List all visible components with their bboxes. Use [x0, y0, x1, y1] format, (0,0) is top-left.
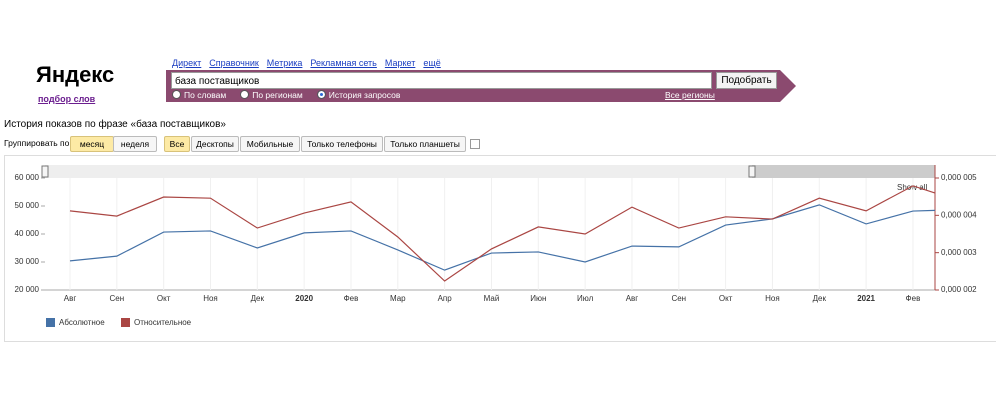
x-tick-label: Окт — [157, 294, 171, 303]
x-tick-label: Сен — [671, 294, 686, 303]
device-button[interactable]: Все — [164, 136, 190, 152]
x-tick-label: Авг — [626, 294, 639, 303]
legend-label: Относительное — [134, 318, 192, 327]
search-input[interactable]: база поставщиков — [171, 72, 712, 89]
x-tick-label: Ноя — [203, 294, 218, 303]
heading: История показов по фразе «база поставщик… — [4, 119, 226, 130]
plot — [69, 185, 935, 282]
radio[interactable] — [240, 90, 250, 99]
x-tick-label: Авг — [64, 294, 77, 303]
group-label: Группировать по: — [4, 138, 72, 148]
x-tick-label: 2021 — [857, 294, 875, 303]
chart-frame — [4, 155, 996, 342]
y-tick-label: 50 000 — [15, 201, 40, 210]
radio[interactable] — [172, 90, 181, 99]
x-tick-label: Фев — [344, 294, 359, 303]
x-tick-label: Июн — [530, 294, 546, 303]
series-line — [69, 185, 935, 282]
regions[interactable]: Все регионы — [665, 90, 715, 100]
show-all[interactable]: Show all — [897, 183, 927, 192]
device-button[interactable]: Только планшеты — [384, 136, 466, 152]
legend-swatch — [46, 318, 55, 327]
navigator — [45, 165, 935, 178]
x-tick-label: Апр — [438, 294, 453, 303]
period-button[interactable]: неделя — [113, 136, 157, 152]
x-tick-label: Сен — [110, 294, 125, 303]
top-links: Директ Справочник Метрика Рекламная сеть Мар… — [172, 53, 449, 71]
x-tick-label: Дек — [251, 294, 265, 303]
legend-label: Абсолютное — [59, 318, 105, 327]
y2-tick-label: 0,000 002 — [941, 285, 977, 294]
top-link[interactable]: Директ — [172, 58, 202, 68]
mode[interactable]: По словам — [172, 90, 226, 100]
y-tick-label: 60 000 — [15, 173, 40, 182]
x-tick-label: Ноя — [765, 294, 780, 303]
y-tick-label: 20 000 — [15, 285, 40, 294]
nav-handle[interactable] — [748, 165, 756, 178]
x-tick-label: Май — [484, 294, 500, 303]
x-tick-label: Фев — [906, 294, 921, 303]
y2-tick-label: 0,000 003 — [941, 248, 977, 257]
x-tick-label: Июл — [577, 294, 594, 303]
search-button[interactable]: Подобрать — [716, 72, 777, 89]
top-link[interactable]: Маркет — [384, 58, 416, 68]
top-link[interactable]: ещё — [423, 58, 441, 68]
subtitle[interactable]: подбор слов — [38, 94, 96, 104]
navigator-window[interactable] — [752, 165, 935, 178]
modes: По словам По регионам История запросов — [172, 90, 414, 100]
help-icon[interactable] — [470, 139, 480, 149]
top-link[interactable]: Метрика — [266, 58, 303, 68]
y-tick-label: 40 000 — [15, 229, 40, 238]
mode[interactable]: По регионам — [240, 90, 303, 100]
mode-label: По словам — [184, 90, 227, 100]
device-button[interactable]: Только телефоны — [301, 136, 383, 152]
mode-label: История запросов — [328, 90, 401, 100]
device-button[interactable]: Десктопы — [191, 136, 239, 152]
x-tick-label: Мар — [390, 294, 406, 303]
top-link[interactable]: Справочник — [209, 58, 259, 68]
radio[interactable] — [316, 90, 326, 99]
legend-swatch — [121, 318, 130, 327]
series-line — [69, 204, 935, 271]
mode-label: По регионам — [252, 90, 303, 100]
device-button[interactable]: Мобильные — [240, 136, 300, 152]
logo[interactable]: Яндекс — [36, 62, 115, 87]
y2-tick-label: 0,000 005 — [941, 173, 977, 182]
y-tick-label: 30 000 — [15, 257, 40, 266]
mode[interactable]: История запросов — [316, 90, 401, 100]
top-link[interactable]: Рекламная сеть — [310, 58, 377, 68]
x-tick-label: Окт — [719, 294, 733, 303]
nav-handle[interactable] — [41, 165, 49, 178]
y2-tick-label: 0,000 004 — [941, 210, 977, 219]
x-tick-label: Дек — [813, 294, 827, 303]
x-tick-label: 2020 — [295, 294, 313, 303]
